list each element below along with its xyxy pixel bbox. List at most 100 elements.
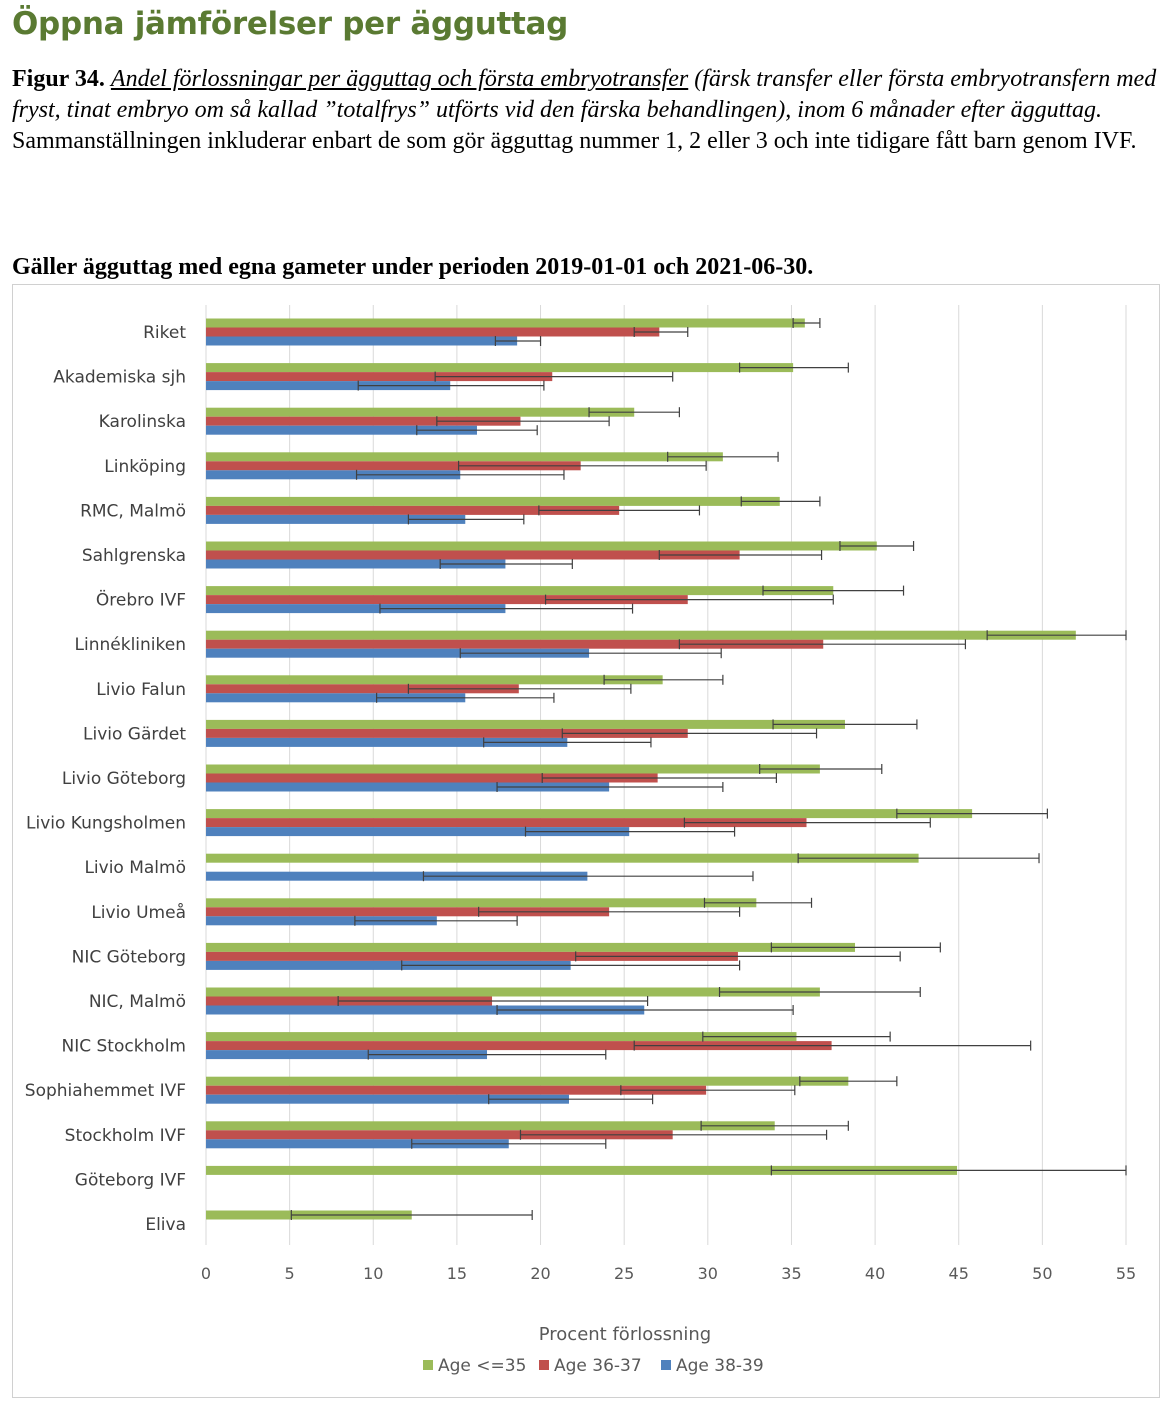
bar [206, 1032, 797, 1042]
figure-label: Figur 34. [12, 66, 105, 92]
bar [206, 728, 688, 738]
bar [206, 684, 519, 694]
x-tick-label: 10 [363, 1264, 383, 1283]
x-tick-label: 25 [614, 1264, 634, 1283]
x-tick-labels: 0 5 10 15 20 25 30 35 40 45 50 55 [201, 1264, 1136, 1283]
legend: Age <=35 Age 36-37 Age 38-39 [423, 1356, 764, 1376]
bar [206, 586, 834, 596]
bar [206, 1041, 832, 1051]
bar [206, 809, 973, 819]
bar [206, 505, 620, 515]
x-tick-label: 15 [447, 1264, 467, 1283]
legend-swatch [539, 1360, 549, 1370]
category-label: NIC Göteborg [72, 947, 186, 967]
bar [206, 773, 658, 783]
bars [206, 318, 1076, 1220]
legend-label: Age <=35 [438, 1356, 526, 1376]
figure-title: Andel förlossningar per ägguttag och för… [110, 66, 689, 92]
x-tick-label: 5 [285, 1264, 295, 1283]
bar [206, 827, 630, 837]
bar [206, 898, 757, 908]
category-label: Karolinska [99, 412, 186, 432]
category-labels: Riket Akademiska sjh Karolinska Linköping RM… [25, 323, 187, 1235]
bar [206, 942, 856, 952]
bar [206, 550, 740, 560]
bar [206, 452, 723, 462]
x-axis-title: Procent förlossning [539, 1324, 711, 1345]
category-label: Livio Malmö [84, 858, 186, 878]
bar [206, 470, 461, 480]
category-label: Livio Gärdet [83, 724, 186, 744]
x-tick-label: 55 [1116, 1264, 1136, 1283]
figure-scope: Sammanställningen inkluderar enbart de s… [12, 128, 1137, 154]
error-bars [290, 318, 1127, 1220]
category-label: RMC, Malmö [80, 501, 186, 521]
bar [206, 871, 588, 881]
bar [206, 1085, 707, 1095]
bar [206, 1050, 488, 1060]
bar [206, 604, 506, 614]
x-tick-label: 0 [201, 1264, 211, 1283]
category-label: Livio Falun [96, 680, 186, 700]
bar [206, 737, 568, 747]
bar [206, 1094, 569, 1104]
bar [206, 1005, 645, 1015]
category-label: Eliva [145, 1215, 186, 1235]
bar [206, 719, 845, 729]
bar [206, 541, 877, 551]
bar [206, 461, 581, 471]
bar [206, 960, 571, 970]
category-label: Linnékliniken [75, 635, 186, 655]
bar [206, 381, 451, 391]
bar [206, 916, 437, 926]
bar [206, 425, 477, 435]
category-label: Livio Umeå [91, 902, 186, 923]
figure-caption: Figur 34. Andel förlossningar per äggutt… [12, 64, 1162, 157]
bar [206, 407, 635, 417]
category-label: Göteborg IVF [75, 1170, 186, 1190]
bar [206, 416, 521, 426]
x-tick-label: 35 [781, 1264, 801, 1283]
bar [206, 595, 688, 605]
figure-period: Gäller ägguttag med egna gameter under p… [12, 254, 814, 280]
bar [206, 559, 506, 569]
bar [206, 693, 466, 703]
category-label: Stockholm IVF [65, 1126, 186, 1146]
category-label: Örebro IVF [96, 589, 186, 611]
bar [206, 363, 794, 373]
legend-label: Age 36-37 [554, 1356, 642, 1376]
x-tick-label: 20 [530, 1264, 550, 1283]
page-title: Öppna jämförelser per ägguttag [12, 6, 569, 42]
bar [206, 951, 738, 961]
bar [206, 675, 663, 685]
figure-description: (färsk transfer eller första embryotrans… [12, 66, 1157, 123]
bar [206, 1076, 849, 1086]
category-label: NIC Stockholm [61, 1037, 186, 1057]
bar [206, 336, 518, 346]
x-tick-label: 45 [949, 1264, 969, 1283]
x-tick-label: 30 [698, 1264, 718, 1283]
bar [206, 1130, 673, 1140]
bar [206, 372, 553, 382]
bar [206, 327, 660, 337]
bar [206, 782, 610, 792]
category-label: Sophiahemmet IVF [25, 1081, 186, 1101]
legend-swatch [661, 1360, 671, 1370]
bar [206, 1139, 509, 1149]
bar-chart: Riket Akademiska sjh Karolinska Linköping RM… [25, 305, 1136, 1376]
x-tick-label: 50 [1032, 1264, 1052, 1283]
bar [206, 1121, 775, 1131]
bar [206, 764, 820, 774]
category-label: Sahlgrenska [82, 546, 186, 566]
bar [206, 818, 807, 828]
bar [206, 318, 805, 328]
category-label: Linköping [104, 457, 186, 477]
bar [206, 907, 610, 917]
bar [206, 853, 919, 863]
x-tick-label: 40 [865, 1264, 885, 1283]
category-label: Akademiska sjh [53, 368, 186, 388]
bar [206, 514, 466, 524]
category-label: Livio Kungsholmen [26, 814, 186, 834]
bar [206, 987, 820, 997]
chart-frame: Riket Akademiska sjh Karolinska Linköping RM… [12, 284, 1160, 1398]
